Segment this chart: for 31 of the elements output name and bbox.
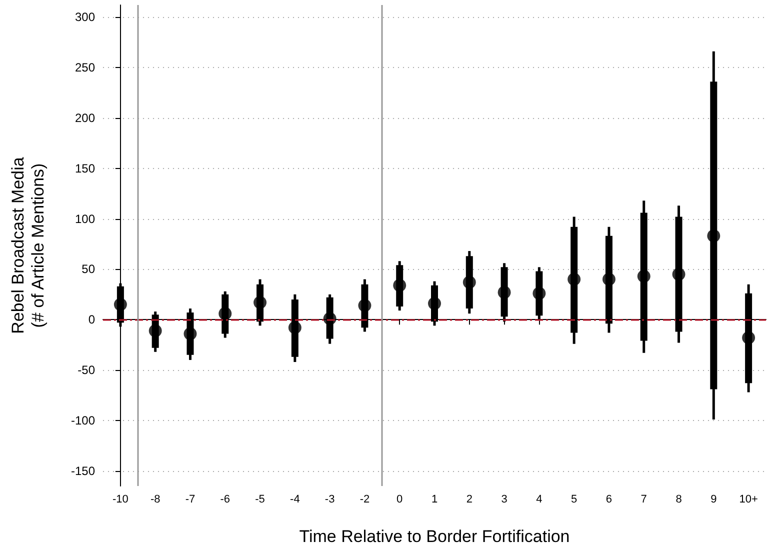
x-tick-label: -6: [220, 494, 230, 506]
x-tick-label: -5: [255, 494, 265, 506]
y-tick-label: -150: [70, 464, 96, 478]
y-tick-label: 300: [74, 10, 96, 24]
x-tick-label: 7: [640, 494, 647, 506]
x-tick-label: 10+: [739, 494, 758, 506]
y-tick-label: 0: [88, 312, 96, 327]
x-tick-label: 2: [466, 494, 472, 506]
x-tick-label: 8: [676, 494, 682, 506]
x-tick-label: -8: [150, 494, 160, 506]
y-tick-label: 250: [74, 60, 96, 75]
x-tick-label: -7: [185, 494, 196, 506]
y-tick-label: -100: [70, 413, 96, 428]
y-tick-label: 150: [74, 161, 96, 176]
y-tick-label: -50: [78, 363, 96, 378]
x-axis-title: Time Relative to Border Fortification: [299, 527, 570, 546]
y-tick-label: 200: [74, 110, 96, 125]
x-tick-label: -10: [112, 494, 128, 506]
x-tick-label: 4: [536, 494, 542, 506]
y-axis-title: Rebel Broadcast Media (# of Article Mentions): [8, 156, 48, 334]
y-tick-label: 100: [74, 212, 96, 226]
y-tick-label: 50: [82, 262, 96, 276]
x-tick-label: 0: [396, 494, 403, 506]
x-tick-label: -2: [360, 494, 370, 506]
x-tick-label: -3: [324, 494, 335, 506]
x-tick-label: -4: [290, 494, 300, 506]
x-tick-label: 1: [431, 494, 438, 506]
x-tick-label: 9: [710, 494, 717, 506]
x-tick-label: 6: [606, 494, 612, 506]
x-tick-label: 3: [501, 494, 508, 506]
x-tick-label: 5: [571, 494, 578, 506]
